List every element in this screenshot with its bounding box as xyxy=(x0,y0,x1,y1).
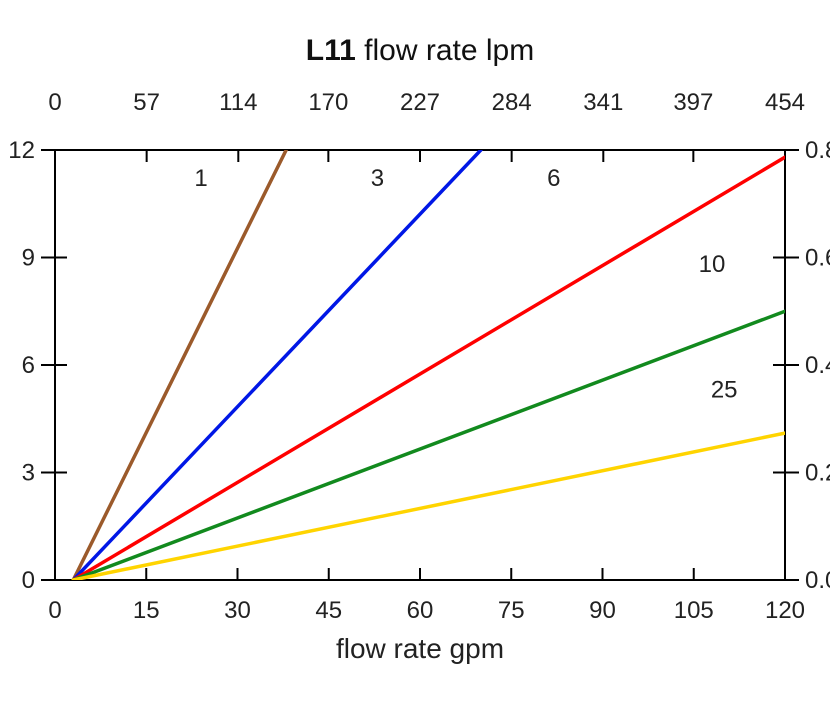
x-top-tick-label: 284 xyxy=(492,89,532,116)
y-right-tick-label: 0.4 xyxy=(805,352,830,379)
x-top-tick-label: 397 xyxy=(673,89,713,116)
x-top-tick-label: 341 xyxy=(583,89,623,116)
series-label-25: 25 xyxy=(711,376,738,403)
series-label-3: 3 xyxy=(371,165,384,192)
x-bottom-tick-label: 120 xyxy=(765,597,805,624)
series-label-6: 6 xyxy=(547,165,560,192)
x-bottom-tick-label: 105 xyxy=(674,597,714,624)
x-top-tick-label: 0 xyxy=(48,89,61,116)
x-bottom-tick-label: 90 xyxy=(589,597,616,624)
x-bottom-tick-label: 15 xyxy=(133,597,160,624)
x-bottom-tick-label: 30 xyxy=(224,597,251,624)
x-bottom-axis-label: flow rate gpm xyxy=(336,633,504,664)
x-top-tick-label: 57 xyxy=(133,89,160,116)
x-bottom-tick-label: 60 xyxy=(407,597,434,624)
x-top-tick-label: 227 xyxy=(400,89,440,116)
y-left-tick-label: 0 xyxy=(22,567,35,594)
y-left-tick-label: 3 xyxy=(22,460,35,487)
x-top-tick-label: 454 xyxy=(765,89,805,116)
flow-rate-chart: L11 flow rate lpm 0 57 114 170 227 284 341 397 45… xyxy=(0,0,830,702)
y-right-tick-label: 0.6 xyxy=(805,245,830,272)
series-label-1: 1 xyxy=(194,165,207,192)
x-bottom-tick-label: 45 xyxy=(315,597,342,624)
y-left-tick-label: 12 xyxy=(8,137,35,164)
x-top-tick-label: 114 xyxy=(219,89,257,116)
chart-title: L11 flow rate lpm xyxy=(306,34,534,67)
chart-container: L11 flow rate lpm 0 57 114 170 227 284 341 397 45… xyxy=(0,0,830,702)
x-top-tick-label: 170 xyxy=(308,89,348,116)
y-left-tick-label: 6 xyxy=(22,352,35,379)
x-bottom-tick-label: 75 xyxy=(498,597,525,624)
y-left-tick-label: 9 xyxy=(22,245,35,272)
x-bottom-tick-label: 0 xyxy=(48,597,61,624)
y-right-tick-label: 0.8 xyxy=(805,137,830,164)
y-right-tick-label: 0.2 xyxy=(805,460,830,487)
y-right-tick-label: 0.0 xyxy=(805,567,830,594)
series-label-10: 10 xyxy=(699,251,726,278)
